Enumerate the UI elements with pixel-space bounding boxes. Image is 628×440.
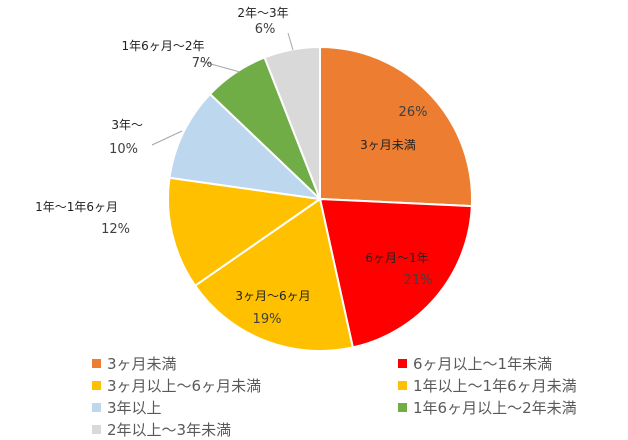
slice-percent-label: 21%	[404, 273, 433, 288]
legend-item: 1年6ヶ月以上〜2年未満	[398, 397, 577, 418]
legend-swatch	[398, 359, 407, 368]
legend-swatch	[92, 359, 101, 368]
legend-swatch	[92, 425, 101, 434]
legend-swatch	[92, 381, 101, 390]
leader-line	[151, 130, 183, 146]
slice-label: 3年〜	[111, 118, 143, 132]
slice-label: 2年〜3年	[237, 6, 288, 20]
pie-slice	[318, 197, 473, 349]
legend-label: 3年以上	[107, 399, 162, 417]
legend-label: 1年6ヶ月以上〜2年未満	[413, 399, 577, 417]
pie-slice	[193, 197, 355, 350]
leader-line	[287, 32, 294, 51]
slice-label: 3ヶ月〜6ヶ月	[235, 289, 310, 303]
slice-percent-label: 6%	[255, 22, 276, 37]
pie-slice	[263, 45, 321, 200]
legend-label: 2年以上〜3年未満	[107, 421, 232, 439]
legend-swatch	[398, 381, 407, 390]
pie-chart-plot: 3ヶ月未満 26% 6ヶ月〜1年 21% 3ヶ月〜6ヶ月 19% 1年〜1年6ヶ月 12% 3年…	[35, 6, 473, 350]
slice-label: 1年6ヶ月〜2年	[122, 39, 205, 53]
slice-percent-label: 7%	[192, 56, 213, 71]
slice-label: 1年〜1年6ヶ月	[35, 200, 118, 214]
legend-item: 3ヶ月以上〜6ヶ月未満	[92, 375, 261, 396]
legend-swatch	[398, 403, 407, 412]
legend-item: 3ヶ月未満	[92, 353, 177, 374]
legend-label: 3ヶ月未満	[107, 355, 177, 373]
pie-slice	[319, 45, 473, 208]
slice-percent-label: 19%	[253, 312, 282, 327]
leader-line	[199, 60, 241, 73]
legend-item: 2年以上〜3年未満	[92, 419, 231, 440]
legend-item: 6ヶ月以上〜1年未満	[398, 353, 552, 374]
legend-label: 1年以上〜1年6ヶ月未満	[413, 377, 577, 395]
legend-item: 1年以上〜1年6ヶ月未満	[398, 375, 577, 396]
legend-label: 3ヶ月以上〜6ヶ月未満	[107, 377, 262, 395]
pie-slice	[168, 92, 323, 201]
slice-percent-label: 12%	[101, 222, 130, 237]
slice-label: 3ヶ月未満	[360, 138, 416, 152]
legend-swatch	[92, 403, 101, 412]
slice-label: 6ヶ月〜1年	[365, 251, 428, 265]
legend-label: 6ヶ月以上〜1年未満	[413, 355, 553, 373]
slice-percent-label: 26%	[399, 105, 428, 120]
legend-item: 3年以上	[92, 397, 162, 418]
pie-slice	[167, 176, 323, 288]
slice-percent-label: 10%	[109, 142, 138, 157]
